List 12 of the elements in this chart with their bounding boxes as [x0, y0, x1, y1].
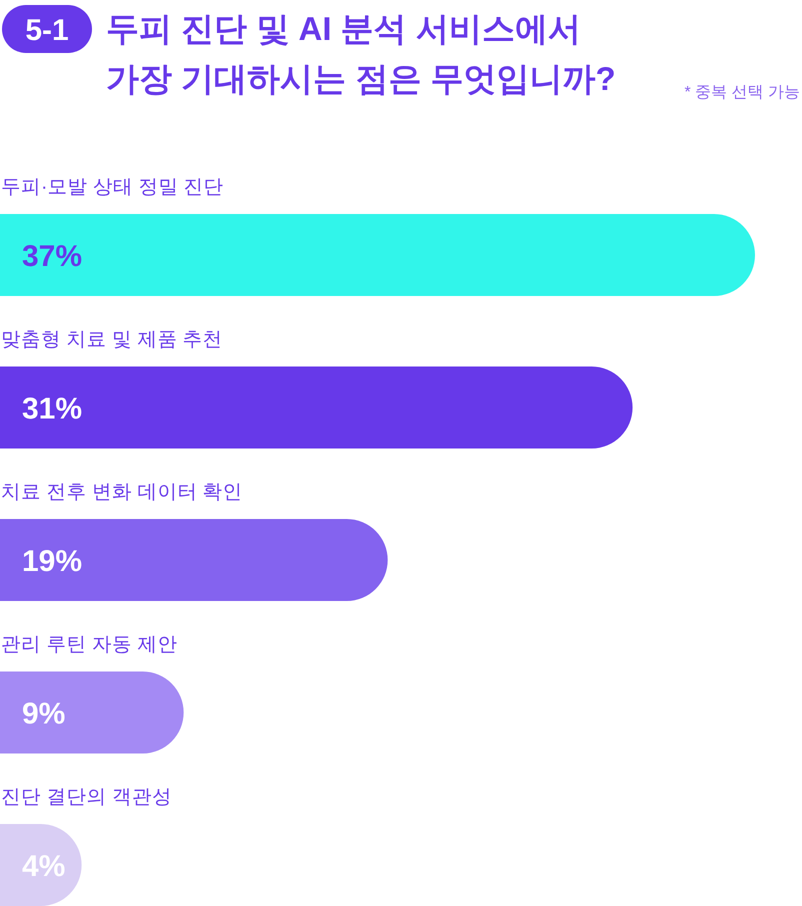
y-tick-label: 관리 루틴 자동 제안: [1, 634, 178, 656]
chart-title: 두피 진단 및 AI 분석 서비스에서 가장 기대하시는 점은 무엇입니까?: [106, 10, 616, 97]
y-tick-label: 진단 결단의 객관성: [1, 786, 172, 808]
data-label: 19%: [22, 545, 82, 578]
data-label: 9%: [22, 698, 66, 730]
data-label: 31%: [22, 392, 82, 426]
data-label: 37%: [22, 240, 82, 273]
y-tick-label: 치료 전후 변화 데이터 확인: [1, 481, 243, 503]
y-tick-label: 맞춤형 치료 및 제품 추천: [1, 328, 223, 350]
text: 5-1: [25, 14, 69, 47]
chart-subtitle: * 중복 선택 가능: [684, 84, 800, 101]
y-tick-label: 두피·모발 상태 정밀 진단: [1, 176, 224, 198]
